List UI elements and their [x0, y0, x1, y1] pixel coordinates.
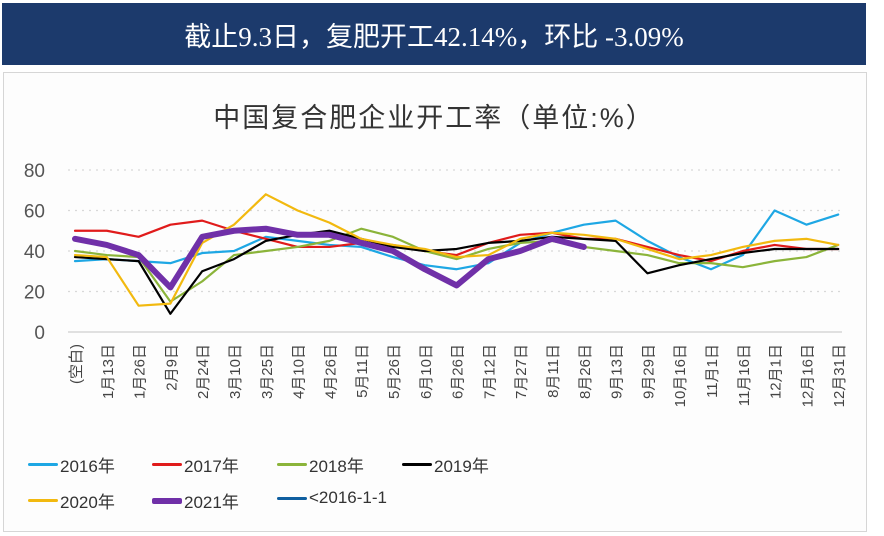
x-tick-label: 5月11日 [354, 344, 371, 398]
x-tick-label: 8月26日 [577, 344, 594, 399]
x-tick-label: 9月13日 [609, 344, 626, 399]
x-tick-label: 5月26日 [386, 344, 403, 399]
legend-label: 2021年 [184, 493, 239, 512]
x-tick-label: (空白) [68, 344, 85, 384]
x-tick-label: 7月27日 [513, 344, 530, 399]
x-tick-label: 1月13日 [100, 344, 117, 399]
chart-panel [3, 72, 867, 532]
legend-swatch [152, 463, 182, 466]
headline-text: 截止9.3日，复肥开工42.14%，环比 -3.09% [184, 21, 684, 52]
legend-item: 2021年 [152, 488, 239, 513]
series-line-2018 [73, 227, 840, 303]
y-tick-label: 60 [24, 202, 45, 223]
legend-item: 2017年 [152, 452, 239, 477]
x-tick-label: 10月16日 [672, 344, 689, 407]
y-tick-label: 0 [34, 323, 45, 344]
legend-label: 2020年 [60, 493, 115, 512]
legend-swatch [402, 463, 432, 466]
legend-label: 2017年 [184, 457, 239, 476]
series-line-2020 [73, 193, 840, 307]
legend-label: 2019年 [434, 457, 489, 476]
legend-swatch [28, 463, 58, 466]
x-tick-label: 12月1日 [768, 344, 785, 399]
x-tick-label: 4月26日 [322, 344, 339, 399]
x-tick-label: 4月10日 [291, 344, 308, 399]
x-tick-label: 12月31日 [831, 344, 848, 407]
x-tick-label: 3月10日 [227, 344, 244, 399]
legend-swatch [277, 463, 307, 466]
legend-item: <2016-1-1 [277, 488, 387, 508]
legend-swatch [277, 496, 307, 500]
legend-item: 2016年 [28, 452, 115, 477]
x-tick-label: 8月11日 [545, 344, 562, 398]
legend-label: 2018年 [309, 457, 364, 476]
chart-title: 中国复合肥企业开工率（单位:%） [213, 103, 655, 133]
x-tick-label: 12月16日 [799, 344, 816, 407]
series-line-2019 [73, 229, 840, 315]
headline-banner: 截止9.3日，复肥开工42.14%，环比 -3.09% [2, 3, 866, 65]
x-tick-label: 6月10日 [418, 344, 435, 399]
x-tick-label: 2月24日 [195, 344, 212, 399]
x-tick-label: 7月12日 [481, 344, 498, 399]
legend-swatch [28, 499, 58, 502]
series-line-2017 [73, 219, 840, 263]
x-tick-label: 11月1日 [704, 344, 721, 398]
y-tick-label: 40 [24, 242, 45, 263]
series-line-2016 [73, 209, 840, 271]
legend-item: 2020年 [28, 488, 115, 513]
legend-item: 2019年 [402, 452, 489, 477]
x-tick-label: 2月9日 [163, 344, 180, 391]
legend-label: <2016-1-1 [309, 488, 387, 507]
y-tick-label: 20 [24, 283, 45, 304]
legend-swatch [152, 497, 182, 504]
x-tick-label: 1月26日 [132, 344, 149, 399]
x-tick-label: 3月25日 [259, 344, 276, 399]
legend-label: 2016年 [60, 457, 115, 476]
series-line-2021 [72, 225, 587, 291]
x-tick-label: 9月29日 [640, 344, 657, 399]
x-tick-label: 11月16日 [736, 344, 753, 406]
x-tick-label: 6月26日 [450, 344, 467, 399]
legend-item: 2018年 [277, 452, 364, 477]
y-tick-label: 80 [24, 161, 45, 182]
